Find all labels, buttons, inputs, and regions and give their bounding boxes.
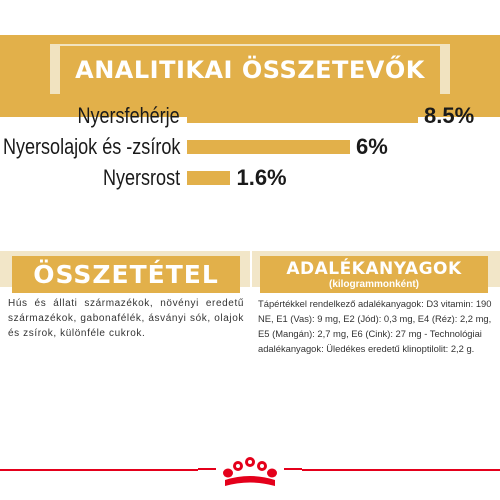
analytics-bar [187, 109, 418, 123]
analytics-row-label: Nyersrost [102, 165, 180, 190]
additives-header: ADALÉKANYAGOK (kilogrammonként) [260, 256, 488, 293]
royal-canin-crown-icon [198, 454, 302, 492]
composition-title: ÖSSZETÉTEL [33, 260, 219, 289]
panel-divider [250, 251, 252, 455]
analytics-title: ANALITIKAI ÖSSZETEVŐK [60, 46, 440, 94]
analytics-row-value: 6% [356, 134, 388, 159]
analytics-row-protein: Nyersfehérje 8.5% [0, 101, 500, 131]
additives-title: ADALÉKANYAGOK [286, 258, 462, 279]
composition-text: Hús és állati származékok, növényi erede… [8, 298, 244, 339]
additives-body [252, 287, 500, 455]
analytics-row-value: 8.5% [424, 103, 475, 128]
analytics-bar [187, 171, 231, 185]
analytics-row-fat: Nyersolajok és -zsírok 6% [0, 132, 500, 162]
analytics-row-label: Nyersolajok és -zsírok [2, 134, 180, 159]
additives-text: Tápértékkel rendelkező adalékanyagok: D3… [258, 298, 492, 354]
composition-header: ÖSSZETÉTEL [12, 256, 240, 293]
additives-subtitle: (kilogrammonként) [328, 278, 419, 290]
analytics-chart: Nyersfehérje 8.5% Nyersolajok és -zsírok… [0, 100, 500, 200]
analytics-bar [187, 140, 351, 154]
analytics-row-value: 1.6% [236, 165, 287, 190]
composition-body [0, 287, 250, 455]
analytics-row-fibre: Nyersrost 1.6% [0, 163, 500, 193]
analytics-row-label: Nyersfehérje [77, 103, 180, 128]
